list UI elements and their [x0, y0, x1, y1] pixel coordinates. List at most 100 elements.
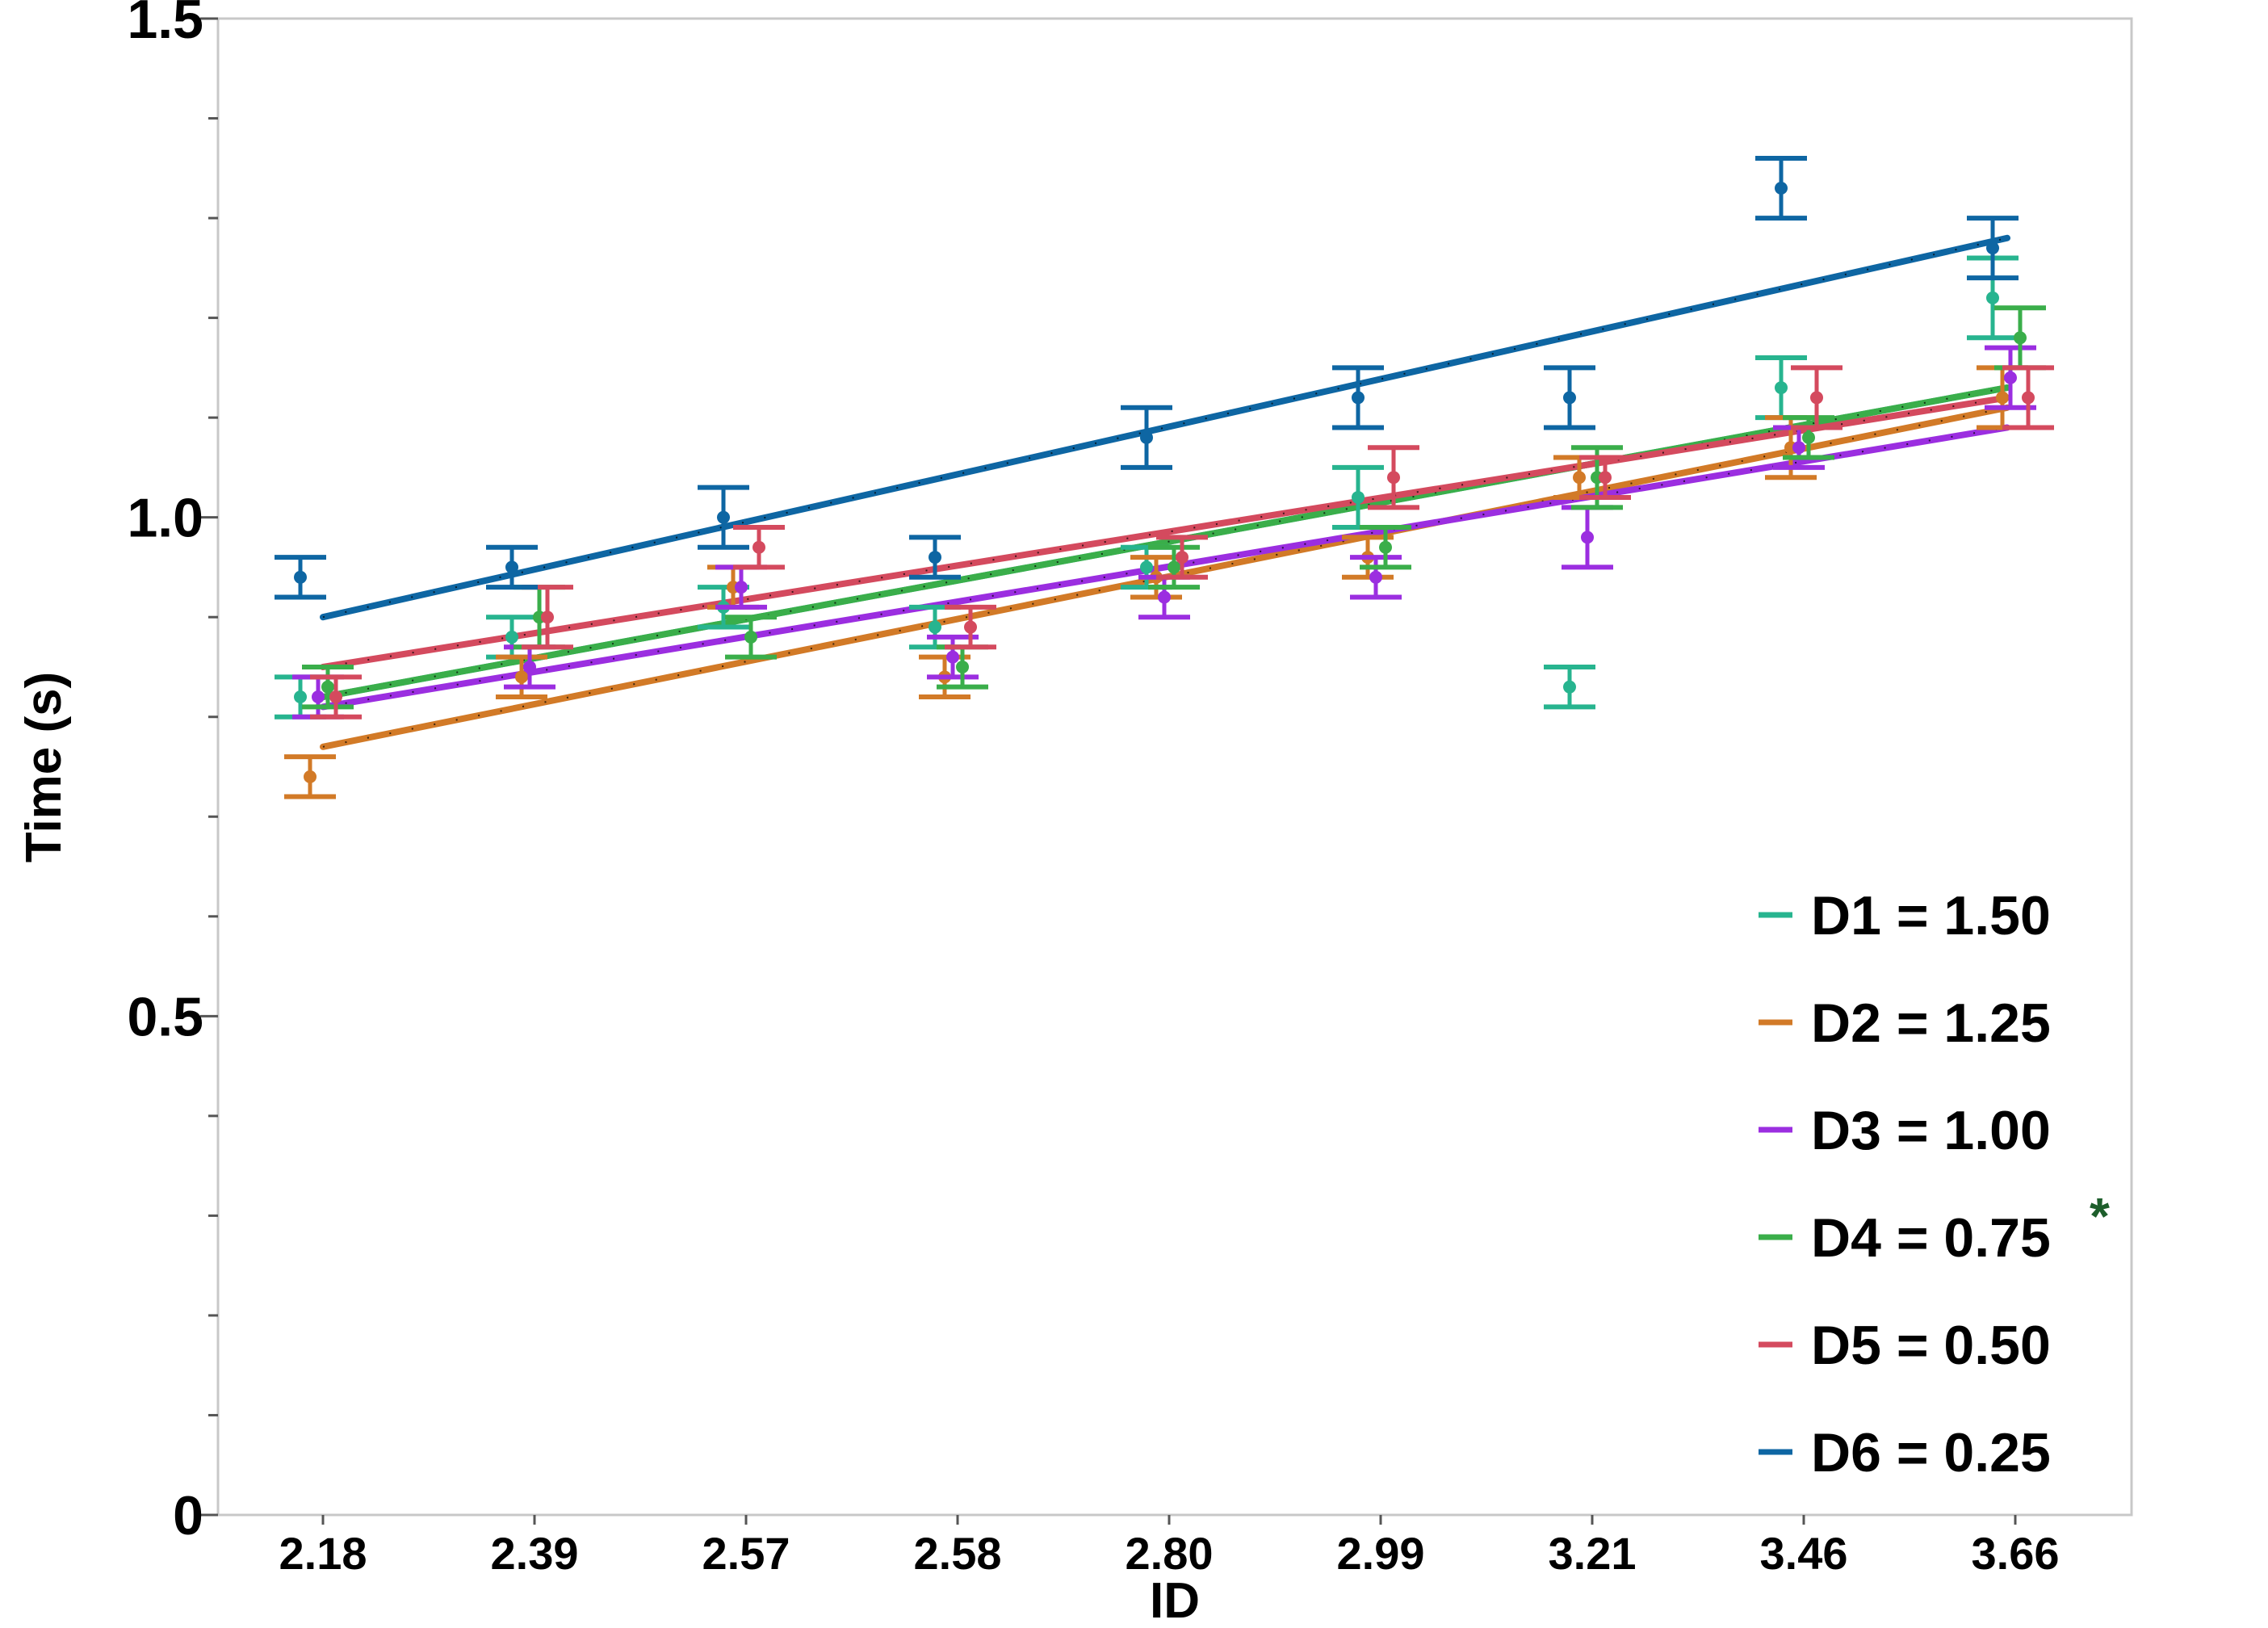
- data-point: [744, 630, 757, 644]
- error-bar: [1579, 455, 1631, 500]
- x-tick-label: 2.58: [914, 1528, 1002, 1579]
- data-point: [1387, 471, 1400, 485]
- x-tick-label: 2.99: [1337, 1528, 1425, 1579]
- data-point: [1563, 391, 1576, 405]
- data-point: [329, 690, 342, 704]
- data-point: [1792, 441, 1805, 455]
- y-tick-label: 1.0: [127, 488, 203, 549]
- data-point: [1158, 590, 1171, 604]
- data-point: [1352, 391, 1365, 405]
- data-point: [1986, 291, 1999, 304]
- data-point: [505, 630, 518, 644]
- data-point: [1352, 490, 1365, 504]
- fit-line: [320, 424, 2010, 711]
- data-point: [515, 670, 528, 684]
- error-bar: [1544, 365, 1595, 430]
- data-point: [1986, 241, 1999, 255]
- error-bar: [1360, 525, 1411, 570]
- data-point: [1176, 551, 1188, 564]
- data-point: [1379, 540, 1392, 554]
- data-point: [1140, 430, 1153, 444]
- data-point: [964, 620, 977, 634]
- data-point: [1599, 471, 1612, 485]
- data-point: [2022, 391, 2035, 405]
- data-point: [1775, 182, 1788, 195]
- legend-label: D1 = 1.50: [1811, 885, 2051, 946]
- error-bar: [945, 604, 996, 650]
- error-bar: [1755, 155, 1807, 221]
- error-bar: [1368, 445, 1419, 510]
- data-point: [929, 551, 941, 564]
- x-tick-label: 2.57: [702, 1528, 790, 1579]
- data-point: [541, 610, 554, 624]
- data-point: [1563, 680, 1576, 694]
- y-tick-label: 0.5: [127, 986, 203, 1047]
- error-bar: [496, 654, 547, 700]
- plot-frame: [216, 17, 2133, 1517]
- y-axis: 0 0.5 1.0 1.5: [127, 0, 218, 1546]
- error-bar: [733, 525, 785, 570]
- legend-label: D5 = 0.50: [1811, 1315, 2051, 1376]
- y-tick-label: 1.5: [127, 0, 203, 50]
- data-point: [294, 690, 307, 704]
- data-point: [753, 540, 765, 554]
- error-bar: [1350, 555, 1402, 600]
- error-bar: [725, 615, 777, 660]
- error-bar: [1121, 405, 1172, 470]
- error-bar: [302, 664, 354, 710]
- x-tick-label: 2.39: [491, 1528, 579, 1579]
- legend-label: D3 = 1.00: [1811, 1100, 2051, 1161]
- error-bar: [1156, 535, 1208, 580]
- fit-line: [320, 234, 2010, 621]
- data-point: [1369, 570, 1382, 584]
- data-point: [717, 510, 730, 524]
- error-bar: [909, 535, 961, 580]
- x-tick-label: 3.46: [1760, 1528, 1848, 1579]
- error-bar: [698, 485, 749, 550]
- data-point: [946, 650, 959, 664]
- data-point: [1168, 560, 1180, 574]
- data-point: [505, 560, 518, 574]
- error-bar: [1783, 415, 1834, 460]
- error-bar: [486, 544, 538, 590]
- data-point: [1802, 430, 1815, 444]
- error-bar: [310, 674, 362, 720]
- error-bars: [275, 155, 2054, 799]
- data-point: [294, 570, 307, 584]
- error-bar: [2002, 365, 2054, 430]
- data-point: [735, 581, 748, 594]
- legend: D1 = 1.50 D2 = 1.25 D3 = 1.00 D4 = 0.75 * D5 …: [1759, 885, 2110, 1483]
- x-tick-label: 2.18: [279, 1528, 367, 1579]
- error-bar: [1544, 664, 1595, 710]
- legend-label: D2 = 1.25: [1811, 992, 2051, 1054]
- error-bar: [1791, 365, 1842, 430]
- data-point: [1775, 381, 1788, 395]
- error-bar: [275, 555, 326, 600]
- data-point: [1140, 560, 1153, 574]
- error-bar: [1332, 365, 1384, 430]
- x-tick-label: 3.21: [1549, 1528, 1637, 1579]
- data-point: [1810, 391, 1823, 405]
- data-point: [1996, 391, 2009, 405]
- fit-line: [320, 384, 2010, 701]
- error-bar: [1148, 544, 1200, 590]
- data-point: [929, 620, 941, 634]
- legend-label: D4 = 0.75: [1811, 1207, 2051, 1269]
- data-point: [304, 770, 317, 783]
- data-point: [312, 690, 325, 704]
- error-bar: [1967, 216, 2019, 281]
- legend-label: D6 = 0.25: [1811, 1422, 2051, 1483]
- y-axis-label: Time (s): [16, 672, 72, 863]
- data-point: [1581, 531, 1594, 544]
- data-point: [1573, 471, 1586, 485]
- data-point: [2004, 371, 2017, 384]
- x-tick-label: 3.66: [1972, 1528, 2060, 1579]
- data-point: [2014, 331, 2027, 345]
- data-point: [956, 660, 969, 673]
- fit-line: [320, 394, 2010, 670]
- x-tick-label: 2.80: [1126, 1528, 1214, 1579]
- x-axis: 2.18 2.39 2.57 2.58 2.80 2.99 3.21 3.46 3.66: [279, 1515, 2060, 1579]
- error-bar: [284, 754, 336, 799]
- data-point: [523, 660, 536, 673]
